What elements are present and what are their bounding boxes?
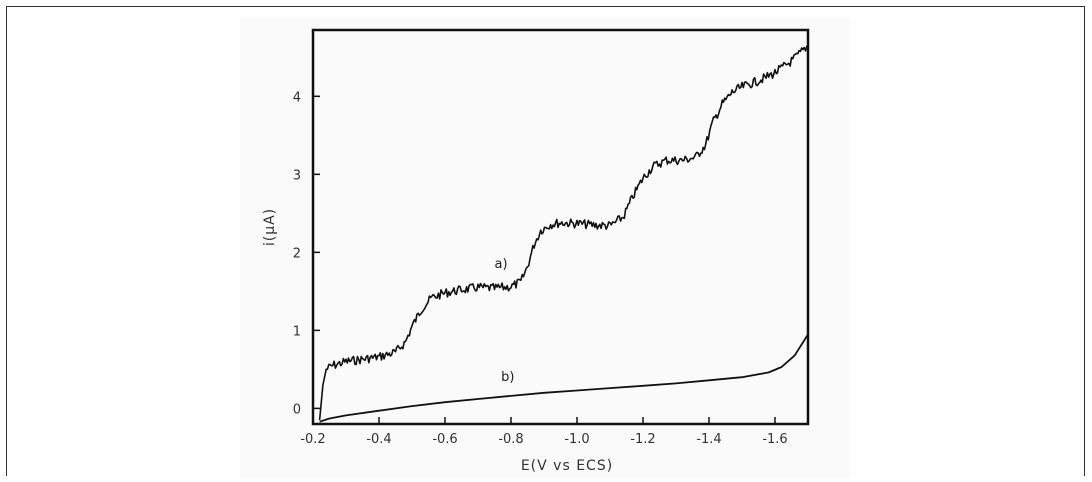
y-axis-label: i(μA) [262, 208, 278, 246]
figure-frame [6, 6, 1085, 476]
series-line-a [318, 44, 809, 421]
x-axis-ticks: -0.2 -0.4 -0.6 -0.8 -1.0 -1.2 -1.4 -1.6 [300, 417, 788, 447]
x-axis-label: E(V vs ECS) [521, 458, 613, 474]
curve-label-a: a) [495, 257, 508, 272]
curve-label-b: b) [501, 370, 514, 385]
x-tick-label: -0.8 [498, 432, 523, 447]
y-tick-label: 1 [293, 324, 301, 339]
x-tick-label: -1.4 [696, 432, 721, 447]
x-tick-label: -1.2 [630, 432, 655, 447]
y-tick-label: 4 [293, 90, 301, 105]
chart-panel [240, 18, 850, 478]
x-tick-label: -1.6 [762, 432, 787, 447]
annotation-layer: a) b) [495, 257, 515, 385]
y-axis-ticks: 0 1 2 3 4 [293, 90, 320, 417]
series-line-b [319, 333, 809, 423]
plot-area-border [311, 28, 810, 426]
x-tick-label: -0.2 [300, 432, 325, 447]
y-tick-label: 2 [293, 246, 301, 261]
x-tick-label: -1.0 [564, 432, 589, 447]
y-tick-label: 0 [293, 402, 301, 417]
y-tick-label: 3 [293, 168, 301, 183]
series-layer [318, 44, 809, 423]
x-tick-label: -0.4 [366, 432, 391, 447]
x-tick-label: -0.6 [432, 432, 457, 447]
